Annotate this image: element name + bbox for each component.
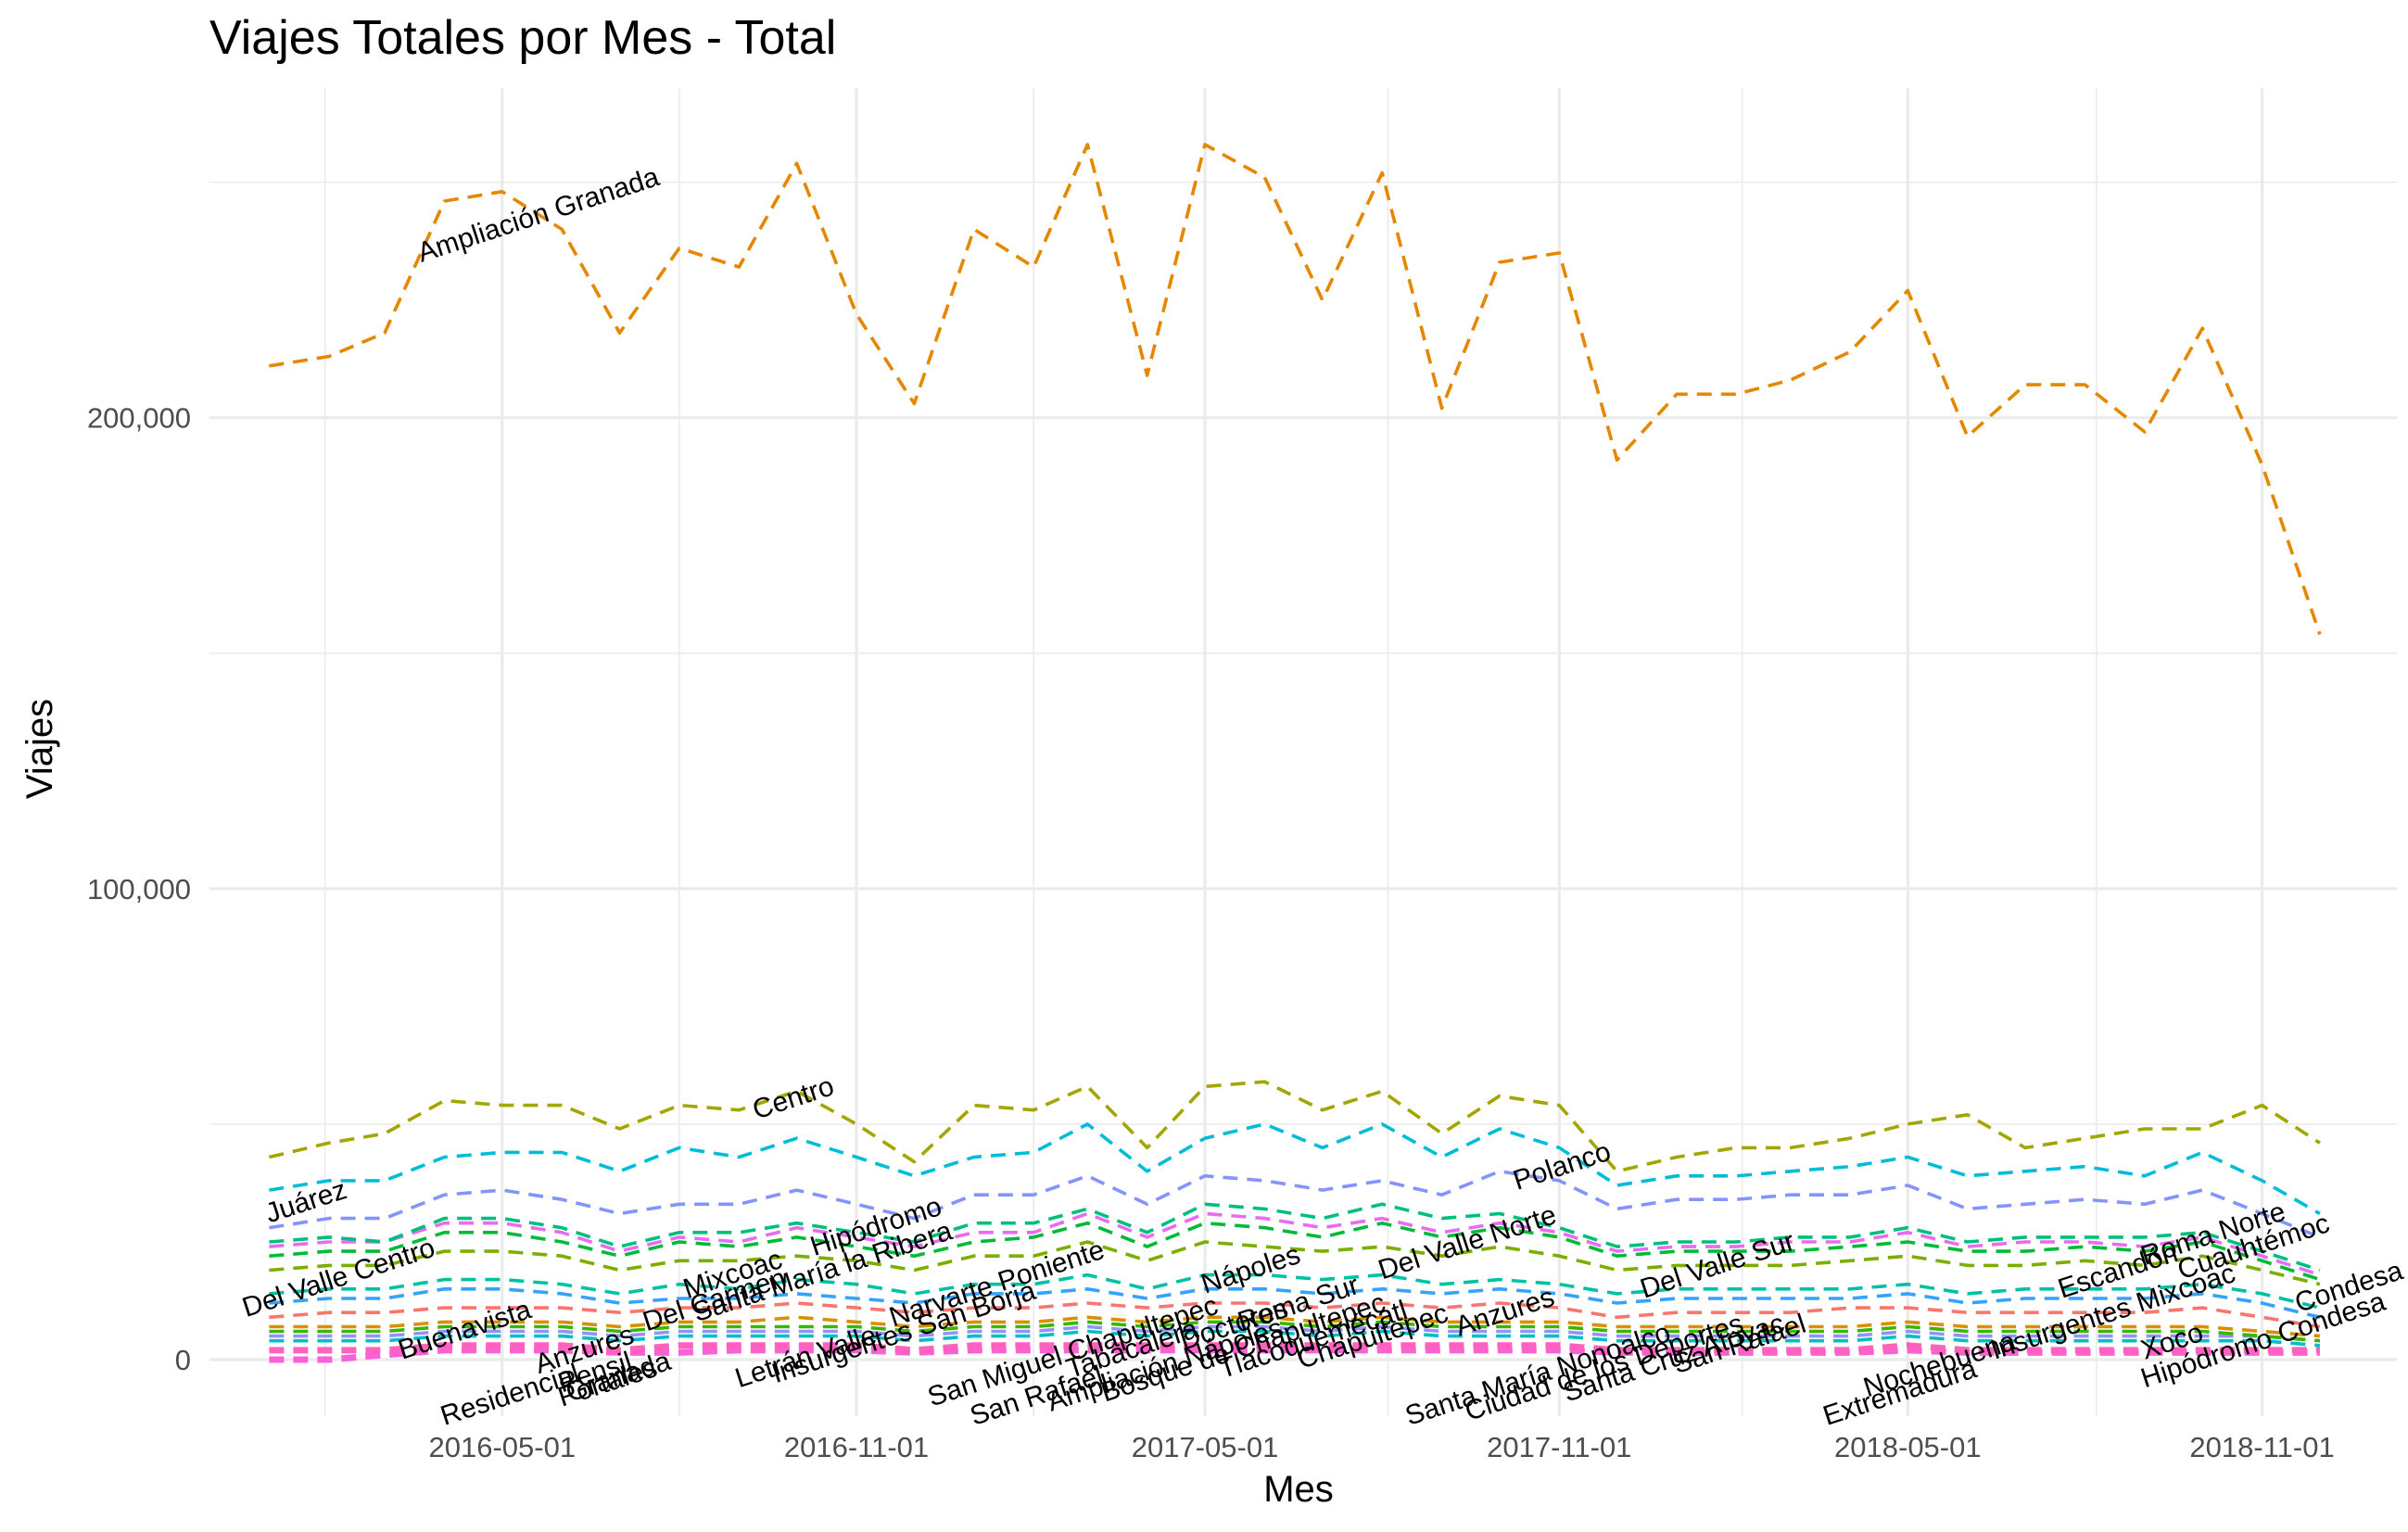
series-line [269, 143, 2322, 636]
series-line [269, 1320, 2321, 1343]
y-axis-title: Viajes [19, 699, 60, 799]
series-line [269, 1272, 2321, 1310]
series-label: Del Valle Norte [1375, 1199, 1560, 1285]
x-tick-label: 2016-05-01 [428, 1431, 576, 1463]
x-axis-title: Mes [1263, 1469, 1334, 1510]
x-axis-ticks: 2016-05-01 2016-11-01 2017-05-01 2017-11-01… [428, 1431, 2334, 1463]
series-line [269, 1221, 2321, 1282]
series-label: Centro [749, 1070, 838, 1125]
gridlines [209, 88, 2397, 1416]
x-tick-label: 2018-05-01 [1834, 1431, 1982, 1463]
x-tick-label: 2017-11-01 [1487, 1431, 1631, 1463]
series-label: Buenavista [395, 1294, 536, 1365]
series-line [269, 1315, 2321, 1338]
series-line [269, 1202, 2321, 1272]
y-tick-label: 200,000 [87, 402, 191, 435]
x-tick-label: 2016-11-01 [784, 1431, 929, 1463]
series-line [269, 1211, 2321, 1277]
series-line [269, 1301, 2321, 1329]
y-tick-label: 100,000 [87, 873, 191, 905]
series-line [269, 1329, 2321, 1348]
series-line [269, 1342, 2320, 1354]
x-tick-label: 2018-11-01 [2189, 1431, 2334, 1463]
series-line [269, 1324, 2321, 1343]
series-line [269, 1122, 2321, 1216]
chart-title: Viajes Totales por Mes - Total [209, 11, 836, 65]
series-label: Del Valle Centro [238, 1233, 438, 1323]
series-label: Ampliación Granada [413, 161, 663, 268]
series-line [269, 1170, 2321, 1239]
x-tick-label: 2017-05-01 [1132, 1431, 1279, 1463]
y-tick-label: 0 [175, 1344, 191, 1376]
series-line [269, 1287, 2321, 1320]
series-lines [268, 143, 2322, 1363]
series-line [269, 1240, 2321, 1286]
series-label: Polanco [1510, 1136, 1615, 1196]
y-axis-ticks: 0 100,000 200,000 [87, 402, 191, 1376]
